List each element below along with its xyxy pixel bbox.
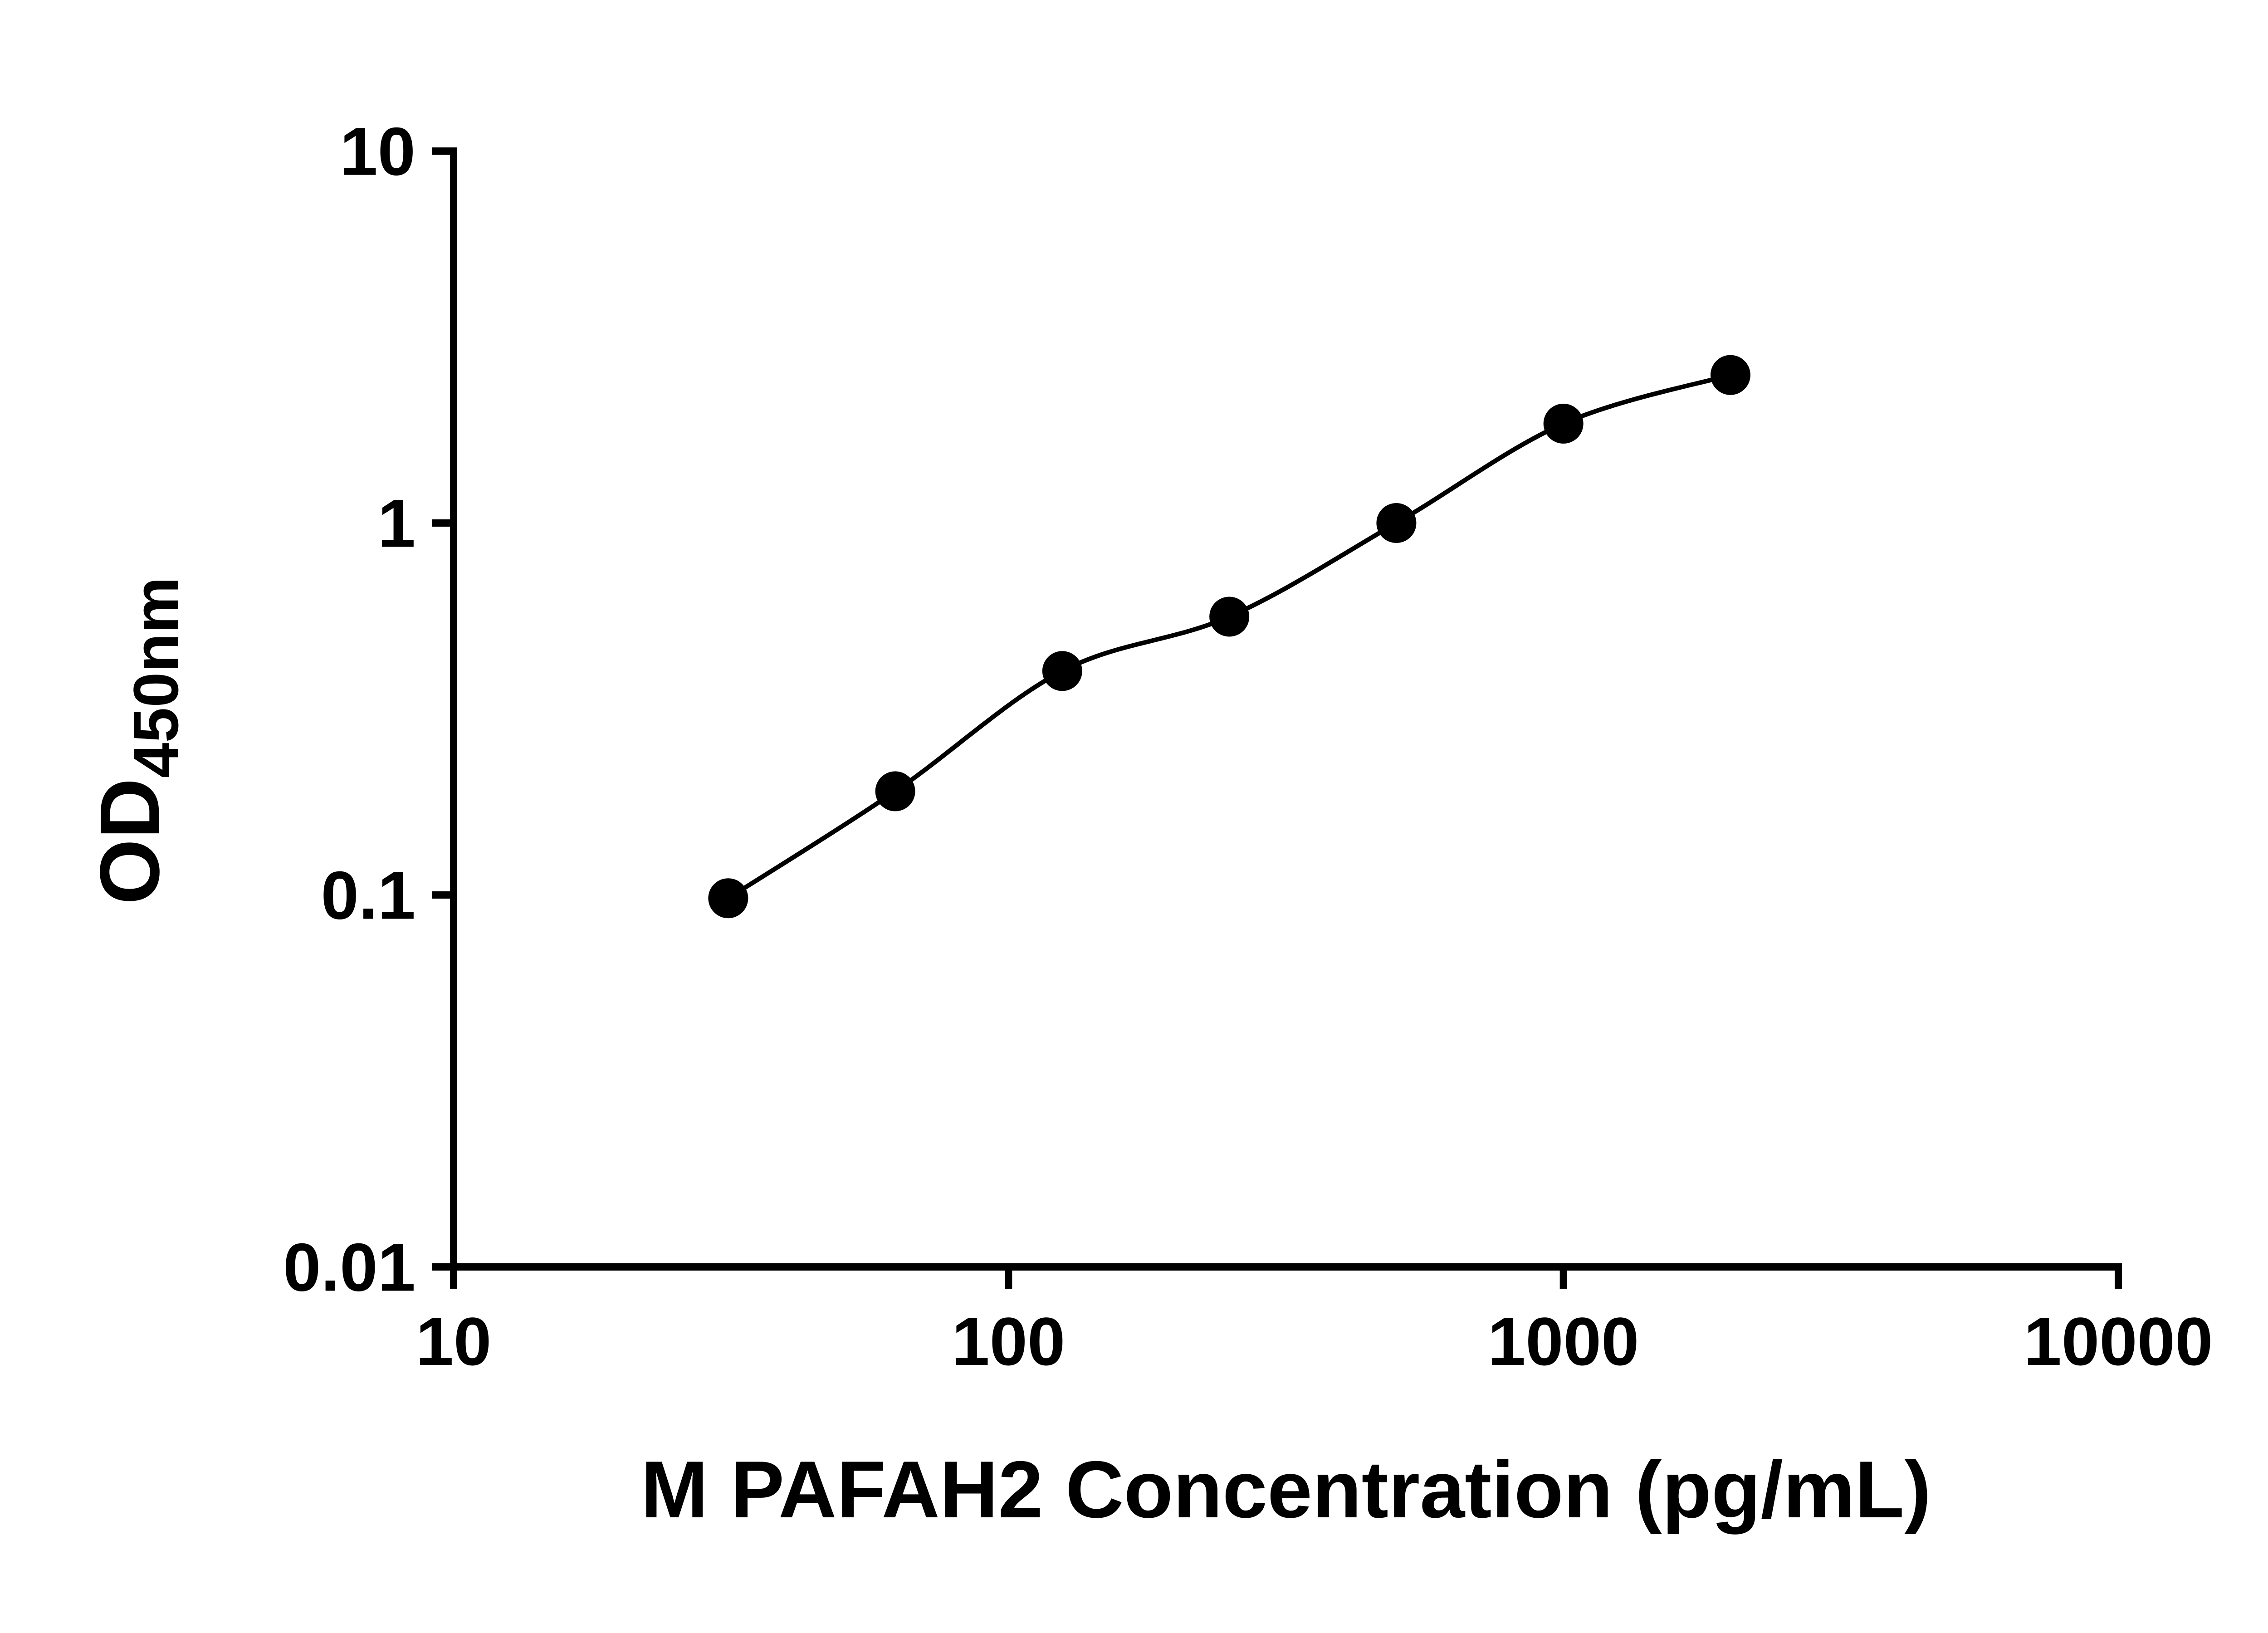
x-tick-label: 10000 — [2024, 1303, 2213, 1379]
y-tick-label: 10 — [340, 113, 415, 190]
data-point-marker — [1209, 596, 1250, 637]
data-point-marker — [1543, 403, 1584, 444]
x-tick-label: 10 — [416, 1303, 492, 1379]
data-point-marker — [1042, 651, 1082, 691]
x-axis-title: M PAFAH2 Concentration (pg/mL) — [641, 1444, 1931, 1535]
data-point-marker — [875, 771, 915, 812]
x-tick-label: 100 — [952, 1303, 1065, 1379]
data-point-marker — [1710, 355, 1750, 395]
y-tick-label: 0.01 — [283, 1229, 415, 1305]
y-tick-label: 0.1 — [321, 857, 415, 934]
data-point-marker — [708, 878, 748, 919]
y-tick-label: 1 — [378, 485, 415, 562]
x-tick-label: 1000 — [1488, 1303, 1639, 1379]
data-point-marker — [1376, 503, 1417, 543]
y-axis-title: OD450nm — [83, 577, 191, 905]
